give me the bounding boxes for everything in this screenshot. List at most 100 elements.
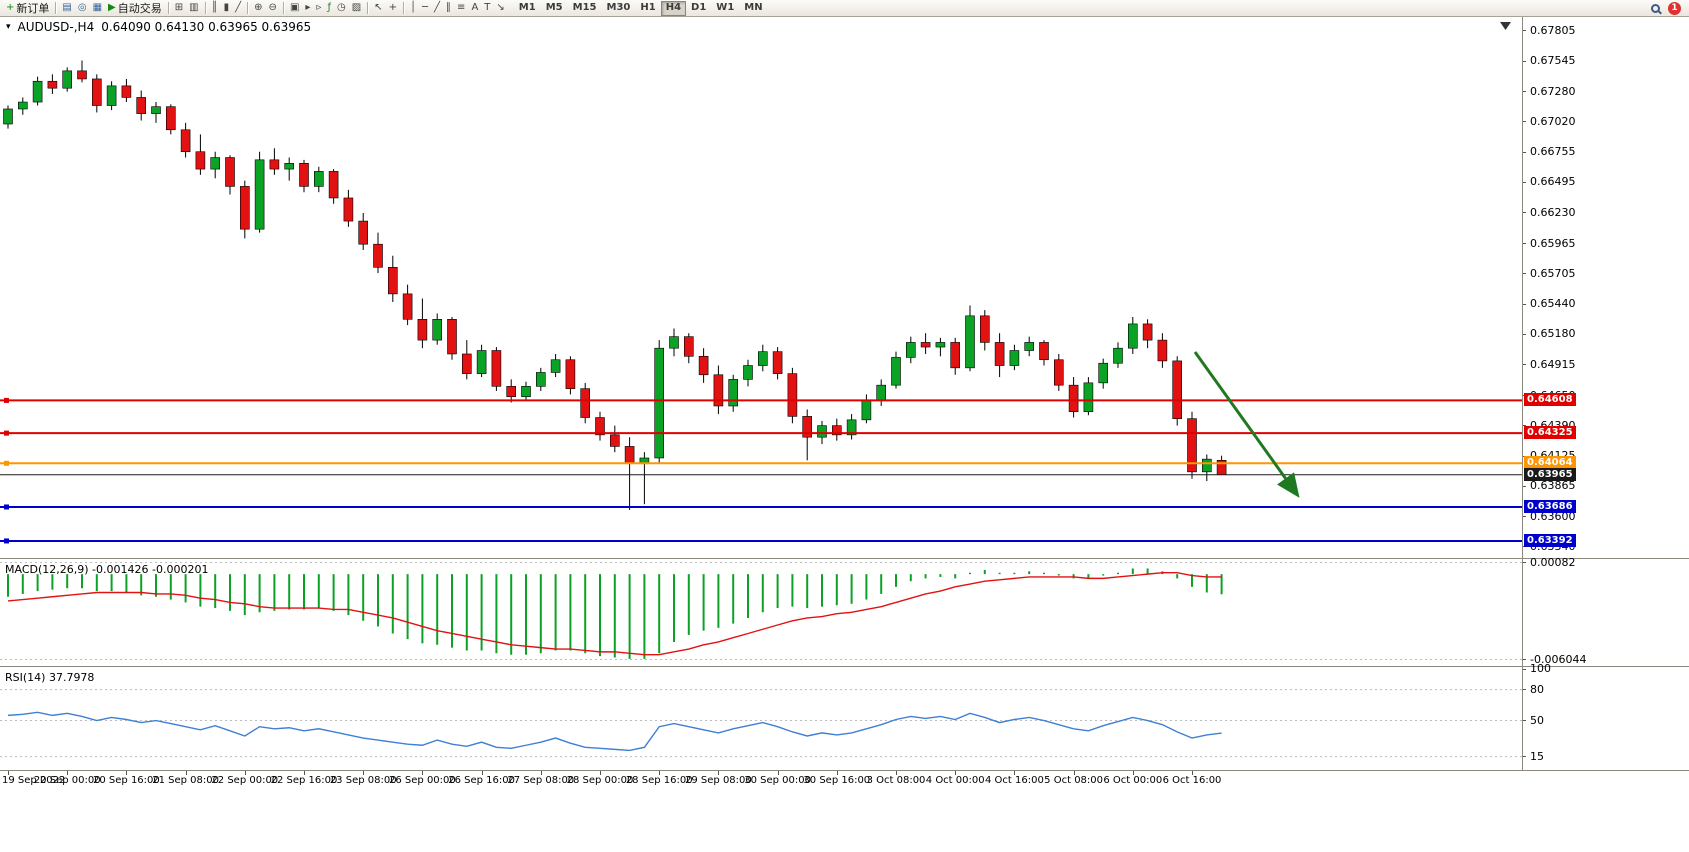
axis-tick bbox=[1522, 181, 1526, 183]
auto-trading-button-label: 自动交易 bbox=[117, 1, 162, 15]
price-axis[interactable]: 0.67805 0.67545 0.67280 0.67020 0.66755 0.664… bbox=[1522, 17, 1689, 558]
timeframe-m15-button[interactable]: M15 bbox=[568, 1, 602, 16]
clock-icon: ◷ bbox=[336, 2, 346, 13]
axis-tick bbox=[1522, 30, 1526, 32]
vertical-line-button[interactable]: │ bbox=[407, 1, 419, 16]
main-chart-pane[interactable] bbox=[0, 17, 1522, 558]
periods-button[interactable]: ◷ bbox=[334, 1, 349, 16]
arrows-button[interactable]: ↘ bbox=[493, 1, 507, 16]
candle bbox=[950, 337, 961, 375]
time-axis-label: 26 Sep 00:00 bbox=[389, 775, 456, 786]
time-tick bbox=[1073, 771, 1075, 775]
auto-trading-button[interactable]: ▶ 自动交易 bbox=[105, 1, 165, 16]
timeframe-d1-button[interactable]: D1 bbox=[686, 1, 711, 16]
time-tick bbox=[8, 771, 9, 775]
symbol-period-label: AUDUSD-,H4 bbox=[17, 20, 95, 34]
axis-tick bbox=[1522, 121, 1526, 123]
timeframe-m5-button[interactable]: M5 bbox=[541, 1, 568, 16]
time-tick bbox=[244, 771, 246, 775]
candlestick-chart-button[interactable]: ▮ bbox=[221, 1, 233, 16]
cursor-icon: ↖ bbox=[374, 2, 383, 13]
candle bbox=[373, 232, 383, 274]
terminal-button[interactable]: ▦ bbox=[90, 1, 105, 16]
text-button[interactable]: A bbox=[468, 1, 481, 16]
line-chart-icon: ╱ bbox=[235, 2, 242, 13]
line-handle[interactable] bbox=[4, 430, 9, 436]
text-label-button[interactable]: T bbox=[481, 1, 493, 16]
axis-tick-label: 0.67545 bbox=[1530, 54, 1576, 68]
timeframe-mn-button[interactable]: MN bbox=[739, 1, 767, 16]
zoom-out-button[interactable]: ⊖ bbox=[266, 1, 280, 16]
chart-shift-button[interactable]: ▹ bbox=[313, 1, 324, 16]
candle bbox=[831, 418, 842, 441]
new-order-button[interactable]: + 新订单 bbox=[3, 1, 52, 16]
macd-pane[interactable] bbox=[0, 560, 1522, 666]
pane-separator[interactable] bbox=[0, 558, 1689, 559]
channel-button[interactable]: ∥ bbox=[443, 1, 454, 16]
line-handle[interactable] bbox=[4, 504, 9, 510]
axis-tick-label: 15 bbox=[1530, 749, 1544, 763]
trend-arrow[interactable] bbox=[1193, 351, 1300, 498]
candle bbox=[550, 353, 561, 378]
zoom-in-button[interactable]: ⊕ bbox=[251, 1, 265, 16]
macd-histogram bbox=[7, 568, 1223, 659]
line-chart-button[interactable]: ╱ bbox=[232, 1, 244, 16]
candle bbox=[580, 382, 591, 424]
templates-icon: ▨ bbox=[351, 2, 362, 13]
price-level-tag: 0.64608 bbox=[1524, 393, 1576, 407]
line-handle[interactable] bbox=[4, 460, 9, 466]
tile-windows-icon: ▣ bbox=[289, 2, 300, 13]
rsi-line bbox=[7, 711, 1222, 752]
horizontal-line-button[interactable]: ─ bbox=[419, 1, 431, 16]
candle bbox=[506, 379, 517, 403]
chart-shift-marker[interactable] bbox=[1500, 22, 1511, 30]
cursor-button[interactable]: ↖ bbox=[371, 1, 385, 16]
toolbar-right: 1 bbox=[1651, 1, 1686, 15]
navigator-button[interactable]: ◎ bbox=[75, 1, 90, 16]
auto-trading-play-icon: ▶ bbox=[108, 2, 116, 13]
text-icon: A bbox=[471, 2, 479, 13]
timeframe-m30-button[interactable]: M30 bbox=[602, 1, 636, 16]
templates-button[interactable]: ▨ bbox=[349, 1, 364, 16]
axis-tick bbox=[1522, 333, 1526, 335]
fibonacci-button[interactable]: ≡ bbox=[454, 1, 468, 16]
candle bbox=[683, 333, 694, 364]
search-icon[interactable] bbox=[1651, 3, 1660, 13]
line-handle[interactable] bbox=[4, 397, 9, 403]
axis-tick-label: 0.65440 bbox=[1530, 297, 1576, 311]
tile-windows-button[interactable]: ▣ bbox=[287, 1, 302, 16]
timeframe-m1-button[interactable]: M1 bbox=[514, 1, 541, 16]
ohlc-values: 0.64090 0.64130 0.63965 0.63965 bbox=[101, 20, 312, 34]
indicators-button[interactable]: ƒ bbox=[324, 1, 334, 16]
candle bbox=[535, 367, 546, 391]
candle bbox=[1157, 333, 1168, 368]
bar-chart-button[interactable]: ║ bbox=[209, 1, 221, 16]
axis-tick-label: -0.006044 bbox=[1530, 652, 1587, 666]
symbol-marker-icon[interactable]: ▾ bbox=[6, 22, 11, 32]
candle bbox=[861, 394, 872, 424]
time-tick bbox=[896, 771, 897, 775]
crosshair-button[interactable]: + bbox=[386, 1, 400, 16]
axis-tick-label: 50 bbox=[1530, 713, 1544, 727]
profiles-icon: ▥ bbox=[189, 2, 199, 13]
line-handle[interactable] bbox=[4, 538, 9, 544]
candle bbox=[965, 305, 975, 372]
toolbar-separator bbox=[402, 2, 404, 14]
trendline-button[interactable]: ╱ bbox=[431, 1, 443, 16]
vertical-line-icon: │ bbox=[409, 2, 416, 13]
time-tick bbox=[659, 771, 661, 775]
axis-tick bbox=[1522, 689, 1526, 691]
market-watch-button[interactable]: ▤ bbox=[59, 1, 74, 16]
timeframe-h1-button[interactable]: H1 bbox=[635, 1, 660, 16]
pane-separator[interactable] bbox=[0, 666, 1689, 667]
profiles-button[interactable]: ▥ bbox=[186, 1, 201, 16]
timeframe-w1-button[interactable]: W1 bbox=[711, 1, 739, 16]
candle bbox=[240, 180, 250, 239]
time-axis[interactable]: 19 Sep 2022 20 Sep 00:00 20 Sep 16:00 21 Se… bbox=[0, 770, 1689, 790]
notification-badge[interactable]: 1 bbox=[1668, 1, 1681, 15]
auto-scroll-button[interactable]: ▸ bbox=[302, 1, 313, 16]
candle bbox=[994, 333, 1005, 378]
new-chart-button[interactable]: ⊞ bbox=[172, 1, 186, 16]
timeframe-h4-button[interactable]: H4 bbox=[660, 0, 687, 16]
rsi-pane[interactable] bbox=[0, 668, 1522, 770]
